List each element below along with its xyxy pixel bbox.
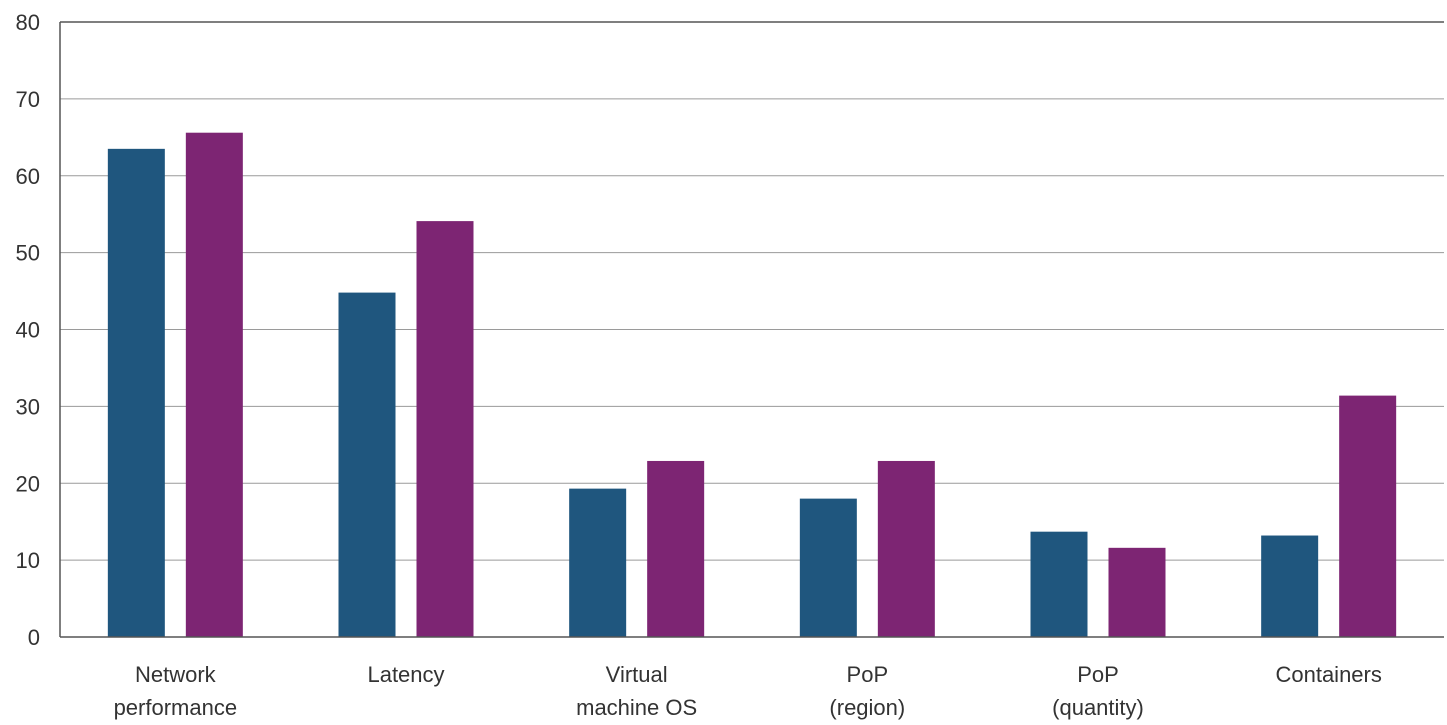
bar-series-1-cat-1 <box>107 148 165 637</box>
y-tick-label: 60 <box>16 164 40 189</box>
y-tick-label: 70 <box>16 87 40 112</box>
category-label: Containers <box>1275 662 1381 687</box>
category-label: Latency <box>367 662 444 687</box>
axes <box>59 21 1444 638</box>
bar-series-2-cat-4 <box>877 460 935 637</box>
category-label: PoP <box>1077 662 1119 687</box>
category-label: (region) <box>829 695 905 720</box>
y-tick-label: 80 <box>16 10 40 35</box>
y-tick-label: 50 <box>16 241 40 266</box>
y-tick-labels: 0 10 20 30 40 50 60 70 80 <box>16 10 40 650</box>
category-labels: Network performance Latency Virtual machine … <box>114 662 1382 720</box>
category-label: PoP <box>847 662 889 687</box>
bar-series-2-cat-6 <box>1339 395 1397 637</box>
bar-series-2-cat-3 <box>647 460 705 637</box>
bars <box>107 132 1397 637</box>
category-label: Virtual <box>606 662 668 687</box>
y-tick-label: 10 <box>16 548 40 573</box>
bar-series-2-cat-1 <box>185 132 243 637</box>
category-label: performance <box>114 695 238 720</box>
bar-series-2-cat-2 <box>416 221 474 637</box>
category-label: machine OS <box>576 695 697 720</box>
bar-series-1-cat-3 <box>569 488 627 637</box>
y-tick-label: 30 <box>16 394 40 419</box>
bar-series-2-cat-5 <box>1108 547 1166 637</box>
category-label: Network <box>135 662 217 687</box>
grid-lines <box>60 21 1444 561</box>
y-tick-label: 20 <box>16 471 40 496</box>
y-tick-label: 0 <box>28 625 40 650</box>
bar-series-1-cat-6 <box>1261 535 1319 637</box>
bar-series-1-cat-4 <box>799 498 857 637</box>
category-label: (quantity) <box>1052 695 1144 720</box>
bar-series-1-cat-2 <box>338 292 396 637</box>
bar-series-1-cat-5 <box>1030 531 1088 637</box>
y-tick-label: 40 <box>16 318 40 343</box>
